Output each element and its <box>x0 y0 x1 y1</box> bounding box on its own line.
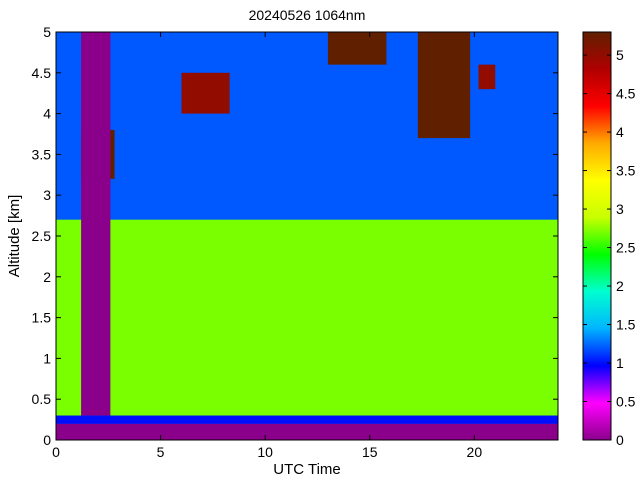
y-tick-label: 3.5 <box>32 146 52 162</box>
y-tick-label: 3 <box>43 187 51 203</box>
cloud-region <box>417 32 471 139</box>
colorbar-tick-label: 3.5 <box>616 163 636 179</box>
data-gap-region <box>81 32 111 416</box>
layer-near-surface-band <box>56 415 558 424</box>
colorbar-tick-label: 4 <box>616 124 624 140</box>
y-tick-label: 2 <box>43 269 51 285</box>
y-tick-label: 1 <box>43 350 51 366</box>
y-tick-label: 4 <box>43 106 51 122</box>
colorbar-tick-label: 1.5 <box>616 317 636 333</box>
y-axis-label: Altitude [km] <box>6 195 23 278</box>
colorbar-tick-label: 5 <box>616 47 624 63</box>
layer-boundary-layer <box>56 219 558 416</box>
colorbar-tick-label: 2.5 <box>616 240 636 256</box>
y-tick-label: 0.5 <box>32 391 52 407</box>
colorbar-tick-label: 0.5 <box>616 394 636 410</box>
y-tick-label: 1.5 <box>32 310 52 326</box>
x-axis-ticks: 0 5 10 15 20 <box>52 32 482 460</box>
colorbar <box>582 31 612 441</box>
cloud-region <box>181 72 230 114</box>
x-tick-label: 15 <box>362 444 378 460</box>
colorbar-tick-label: 2 <box>616 278 624 294</box>
y-tick-label: 5 <box>43 24 51 40</box>
layer-upper-noise <box>56 32 558 196</box>
colorbar-tick-label: 1 <box>616 355 624 371</box>
x-tick-label: 20 <box>467 444 483 460</box>
cloud-region <box>478 64 496 90</box>
layer-ground <box>56 423 558 440</box>
y-axis-ticks: 0 0.5 1 1.5 2 2.5 3 3.5 4 4.5 5 <box>32 24 558 448</box>
cloud-region <box>327 32 387 65</box>
y-tick-label: 4.5 <box>32 65 52 81</box>
y-tick-label: 0 <box>43 432 51 448</box>
colorbar-ticks: 0 0.5 1 1.5 2 2.5 3 3.5 4 4.5 5 <box>583 47 636 448</box>
x-tick-label: 5 <box>157 444 165 460</box>
colorbar-tick-label: 3 <box>616 201 624 217</box>
chart-title: 20240526 1064nm <box>249 7 366 23</box>
x-tick-label: 0 <box>52 444 60 460</box>
colorbar-tick-label: 4.5 <box>616 86 636 102</box>
x-axis-label: UTC Time <box>273 461 341 478</box>
plot-area <box>56 32 558 440</box>
x-tick-label: 10 <box>257 444 273 460</box>
y-tick-label: 2.5 <box>32 228 52 244</box>
colorbar-tick-label: 0 <box>616 432 624 448</box>
